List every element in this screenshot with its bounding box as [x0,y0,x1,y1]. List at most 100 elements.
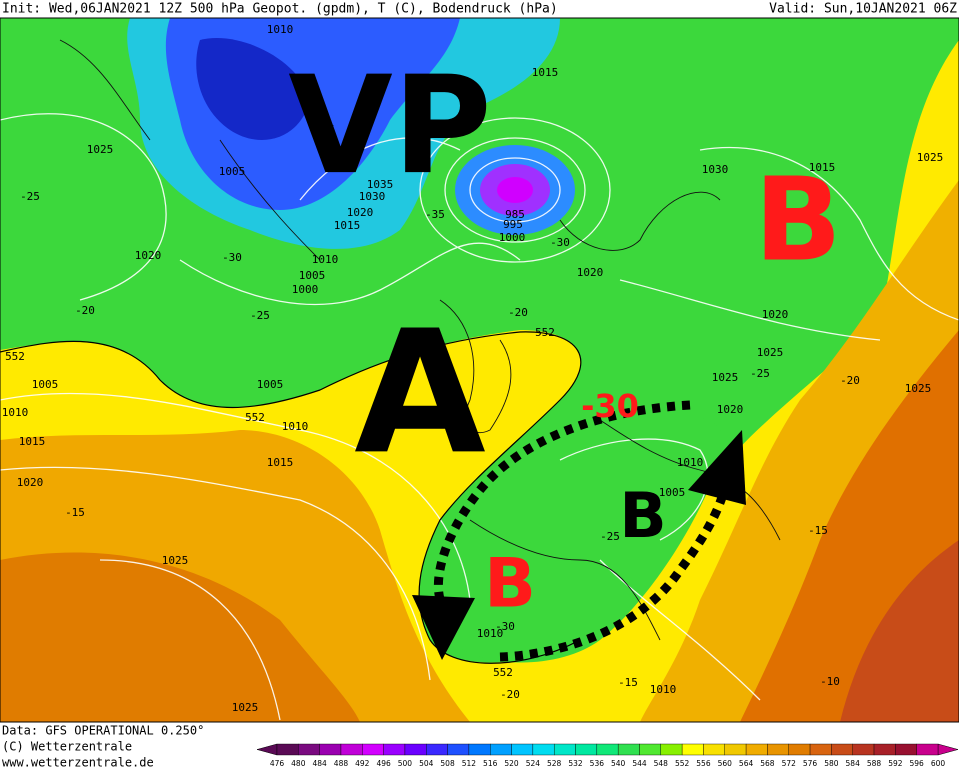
scale-swatch [468,743,491,756]
scale-swatch [404,743,427,756]
contour-label: 985 [505,208,525,221]
contour-label: -25 [20,190,40,203]
scale-swatch [511,743,534,756]
scale-swatch [916,743,939,756]
scale-swatch [575,743,598,756]
contour-label: -25 [250,309,270,322]
color-scale: 476 480 484 488 492 496 500 504 508 512 516 520 524 5… [256,743,959,768]
scale-label: 492 [355,759,370,768]
contour-label: -10 [820,675,840,688]
contour-label: 1020 [717,403,744,416]
contour-label: 1000 [292,283,319,296]
arrowhead-north [688,430,746,505]
contour-label: 1010 [282,420,309,433]
contour-label: 1005 [299,269,326,282]
scale-swatch [276,743,299,756]
scale-swatch [596,743,619,756]
scale-label: 556 [696,759,711,768]
scale-label: 548 [654,759,669,768]
contour-label: 1020 [347,206,374,219]
scale-label: 596 [910,759,925,768]
contour-label: 1030 [702,163,729,176]
scale-label: 572 [782,759,797,768]
contour-label: -15 [65,506,85,519]
scale-swatch [298,743,320,756]
contour-label: 1015 [532,66,559,79]
scale-swatch [873,743,896,756]
contour-label: 552 [493,666,513,679]
scale-label: 520 [504,759,519,768]
scale-label: 484 [312,759,327,768]
scale-label: 600 [931,759,946,768]
scale-label: 568 [760,759,775,768]
scale-label: 504 [419,759,434,768]
scale-label: 488 [334,759,349,768]
contour-label: -35 [425,208,445,221]
field-red-se [840,540,959,722]
scale-swatch [617,743,640,756]
scale-swatch [745,743,768,756]
contour-label: 1025 [232,701,259,714]
contour-label: 1020 [135,249,162,262]
scale-swatch [681,743,704,756]
scale-label: 516 [483,759,498,768]
contour-label: 1030 [359,190,386,203]
contour-label: -25 [600,530,620,543]
footer-line: www.wetterzentrale.de [2,756,154,770]
scale-label: 496 [376,759,391,768]
contour-label: -25 [750,367,770,380]
contour-label: 552 [535,326,555,339]
annotation-label: B [484,545,536,624]
scale-swatch [532,743,555,756]
map-frame [0,17,959,723]
scale-label: 512 [462,759,477,768]
scale-label: 564 [739,759,754,768]
contour-label: 1020 [762,308,789,321]
footer: Data: GFS OPERATIONAL 0.250° (C) Wetterze… [2,724,204,770]
scale-swatch [660,743,683,756]
coastlines [59,39,781,641]
contour-label: 1010 [677,456,704,469]
scale-label: 544 [632,759,647,768]
scale-swatch [426,743,448,756]
contour-label: 1010 [267,23,294,36]
scale-label: 584 [846,759,861,768]
annotation-label: -30 [581,387,639,425]
contour-label: -20 [840,374,860,387]
scale-label: 532 [568,759,583,768]
header-right: Valid: Sun,10JAN2021 06Z [769,2,957,17]
scale-label: 576 [803,759,818,768]
scale-swatch [383,743,406,756]
contour-label: 1025 [87,143,114,156]
scale-swatch [362,743,384,756]
annotation-graphics [412,400,746,662]
contour-label: 1015 [809,161,836,174]
contour-label: 1010 [312,253,339,266]
scale-label: 588 [867,759,882,768]
contour-label: -20 [75,304,95,317]
isobars [0,113,959,721]
contour-label: 995 [503,218,523,231]
scale-swatch [788,743,811,756]
contour-label: 552 [5,350,25,363]
scale-label: 540 [611,759,626,768]
contour-label: 1025 [905,382,932,395]
scale-label: 592 [888,759,903,768]
scale-swatch [340,743,363,756]
contour-label: 1005 [257,378,284,391]
contour-label: 1025 [712,371,739,384]
scale-swatch [767,743,789,756]
contour-552 [0,331,582,664]
footer-line: Data: GFS OPERATIONAL 0.250° [2,724,204,738]
footer-line: (C) Wetterzentrale [2,740,132,754]
annotation-label: B [754,154,842,288]
scale-swatch [895,743,917,756]
contour-label: 1020 [577,266,604,279]
scale-label: 524 [526,759,541,768]
scale-swatch [553,743,576,756]
contour-label: 1035 [367,178,394,191]
dotted-arrow-east [499,469,733,662]
contour-label: 1015 [267,456,294,469]
contour-label: 1005 [32,378,59,391]
contour-label: 1015 [334,219,361,232]
